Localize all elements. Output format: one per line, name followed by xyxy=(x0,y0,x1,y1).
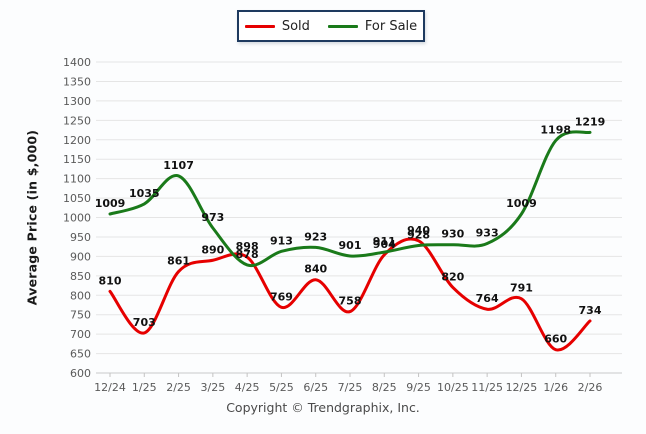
for-sale-data-label: 1009 xyxy=(95,197,126,210)
x-tick-label: 2/25 xyxy=(166,381,191,394)
legend: Sold For Sale xyxy=(237,10,425,42)
x-tick-label: 3/25 xyxy=(201,381,226,394)
y-tick-label: 1400 xyxy=(63,56,91,69)
y-tick-label: 800 xyxy=(70,289,91,302)
for-sale-data-label: 901 xyxy=(339,239,362,252)
y-tick-label: 1100 xyxy=(63,173,91,186)
y-tick-label: 700 xyxy=(70,328,91,341)
for-sale-data-label: 913 xyxy=(270,234,293,247)
y-tick-label: 1050 xyxy=(63,192,91,205)
y-tick-label: 600 xyxy=(70,367,91,380)
for-sale-data-label: 1035 xyxy=(129,187,160,200)
x-tick-label: 1/26 xyxy=(543,381,568,394)
sold-data-label: 660 xyxy=(544,333,567,346)
y-tick-label: 1200 xyxy=(63,134,91,147)
sold-data-label: 703 xyxy=(133,316,156,329)
for-sale-data-label: 1198 xyxy=(540,124,571,137)
x-tick-label: 10/25 xyxy=(437,381,469,394)
for-sale-data-label: 930 xyxy=(441,228,464,241)
sold-data-label: 904 xyxy=(373,238,396,251)
y-tick-label: 850 xyxy=(70,270,91,283)
sold-data-label: 898 xyxy=(236,240,259,253)
for-sale-data-label: 878 xyxy=(236,248,259,261)
x-tick-label: 2/26 xyxy=(578,381,603,394)
legend-item-sold: Sold xyxy=(244,18,310,34)
y-tick-label: 1150 xyxy=(63,153,91,166)
y-tick-label: 900 xyxy=(70,250,91,263)
y-tick-label: 650 xyxy=(70,348,91,361)
y-tick-label: 1350 xyxy=(63,75,91,88)
legend-item-for-sale: For Sale xyxy=(327,18,418,34)
sold-line xyxy=(108,237,592,352)
x-tick-label: 11/25 xyxy=(471,381,503,394)
for-sale-data-label: 1219 xyxy=(575,115,606,128)
for-sale-data-label: 923 xyxy=(304,230,327,243)
copyright-text: Copyright © Trendgraphix, Inc. xyxy=(226,400,420,415)
sold-data-label: 890 xyxy=(201,243,224,256)
for-sale-data-label: 973 xyxy=(201,211,224,224)
sold-line-swatch xyxy=(244,24,275,28)
sold-data-label: 840 xyxy=(304,263,327,276)
sold-data-label: 861 xyxy=(167,255,190,268)
for-sale-data-label: 1107 xyxy=(163,159,194,172)
sold-data-label: 758 xyxy=(339,295,362,308)
y-tick-label: 1250 xyxy=(63,114,91,127)
legend-label-sold: Sold xyxy=(281,18,310,34)
x-tick-label: 9/25 xyxy=(406,381,431,394)
sold-data-label: 810 xyxy=(99,274,122,287)
y-tick-label: 1300 xyxy=(63,95,91,108)
x-tick-label: 12/25 xyxy=(506,381,538,394)
x-tick-label: 4/25 xyxy=(235,381,260,394)
sold-data-label: 764 xyxy=(476,292,499,305)
y-tick-label: 1000 xyxy=(63,212,91,225)
x-tick-label: 12/24 xyxy=(94,381,126,394)
for-sale-data-label: 1009 xyxy=(506,197,537,210)
x-tick-label: 7/25 xyxy=(338,381,363,394)
for-sale-data-label: 911 xyxy=(373,235,396,248)
for-sale-line xyxy=(108,130,592,268)
for-sale-data-label: 933 xyxy=(476,227,499,240)
sold-data-label: 769 xyxy=(270,290,293,303)
for-sale-data-label: 928 xyxy=(407,228,430,241)
sold-data-label: 820 xyxy=(441,270,464,283)
y-tick-label: 950 xyxy=(70,231,91,244)
x-tick-label: 6/25 xyxy=(303,381,328,394)
x-tick-label: 1/25 xyxy=(132,381,157,394)
sold-data-label: 940 xyxy=(407,224,430,237)
x-tick-label: 8/25 xyxy=(372,381,397,394)
sold-data-label: 734 xyxy=(579,304,602,317)
legend-label-for-sale: For Sale xyxy=(364,18,418,34)
x-tick-label: 5/25 xyxy=(269,381,294,394)
sold-data-label: 791 xyxy=(510,282,533,295)
for-sale-line-swatch xyxy=(327,24,358,28)
y-tick-label: 750 xyxy=(70,309,91,322)
